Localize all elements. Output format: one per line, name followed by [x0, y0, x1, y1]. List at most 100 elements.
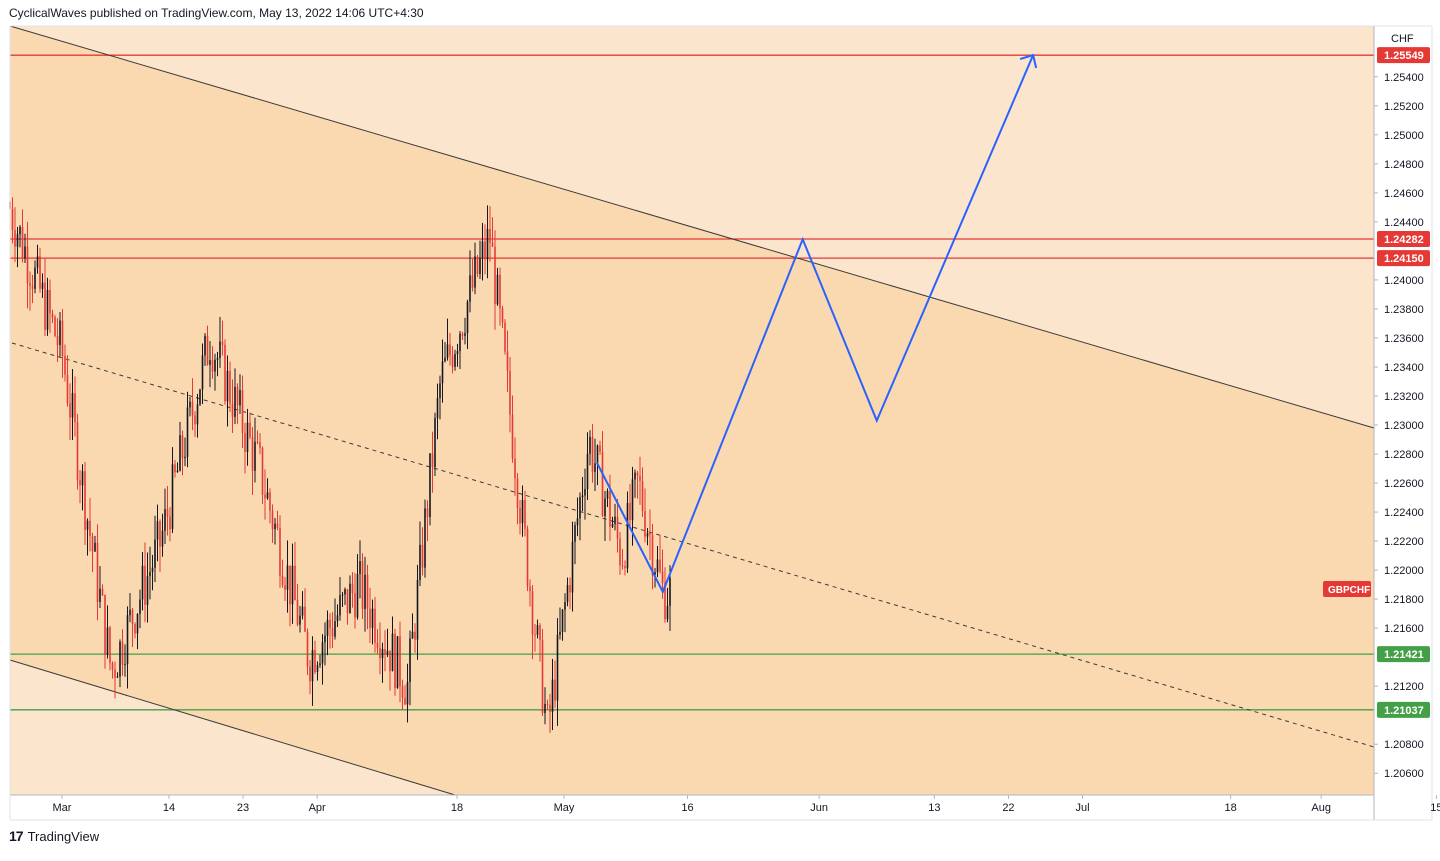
candle-body — [421, 544, 424, 568]
candle-body — [241, 390, 244, 434]
candle-body — [74, 393, 76, 423]
candle-body — [14, 230, 16, 247]
price-tick-label: 1.21800 — [1384, 594, 1424, 606]
candle-body — [224, 344, 226, 402]
price-tick-label: 1.25200 — [1384, 101, 1424, 113]
candle-body — [306, 631, 309, 667]
candle-body — [344, 589, 346, 595]
candle-body — [394, 633, 396, 689]
candle-body — [99, 588, 101, 603]
candle-body — [661, 571, 664, 584]
candle-body — [401, 686, 404, 698]
candle-body — [39, 256, 41, 289]
candle-body — [389, 650, 391, 672]
time-tick-label: 18 — [1225, 802, 1237, 814]
candle-body — [629, 503, 631, 521]
candle-body — [541, 640, 544, 714]
candle-body — [16, 234, 19, 247]
candle-body — [579, 497, 581, 519]
candle-body — [499, 274, 501, 309]
price-tick-label: 1.22000 — [1384, 565, 1424, 577]
candle-body — [299, 615, 301, 625]
candle-body — [24, 246, 26, 259]
candle-body — [201, 355, 204, 390]
candle-body — [531, 591, 534, 635]
price-tick-label: 1.21200 — [1384, 681, 1424, 693]
candle-body — [391, 633, 394, 672]
candle-body — [179, 435, 181, 471]
candle-body — [219, 341, 221, 358]
candle-body — [116, 676, 119, 678]
symbol-tag-label: GBPCHF — [1328, 585, 1370, 596]
candle-body — [169, 516, 171, 530]
candle-body — [549, 704, 551, 712]
candle-body — [381, 649, 384, 659]
candle-body — [264, 494, 266, 499]
candle-body — [514, 458, 516, 479]
candle-body — [644, 511, 646, 537]
candle-body — [291, 565, 294, 605]
price-tick-label: 1.25400 — [1384, 72, 1424, 84]
price-tick-label: 1.24600 — [1384, 188, 1424, 200]
candle-body — [369, 608, 371, 628]
candle-body — [206, 335, 209, 365]
candle-body — [89, 520, 91, 537]
candle-body — [176, 470, 179, 473]
candle-body — [336, 615, 339, 622]
candle-body — [591, 436, 594, 472]
price-tick-label: 1.22800 — [1384, 449, 1424, 461]
candle-body — [494, 246, 496, 305]
level-price-label: 1.21037 — [1384, 705, 1424, 717]
candle-body — [566, 585, 569, 603]
candle-body — [416, 580, 419, 640]
candle-body — [66, 374, 69, 404]
candle-body — [279, 527, 281, 576]
candle-body — [429, 453, 431, 518]
candle-body — [304, 606, 306, 632]
projection-path — [596, 53, 1038, 595]
candle-body — [546, 703, 549, 705]
price-tick-label: 1.22200 — [1384, 536, 1424, 548]
candle-body — [446, 344, 449, 358]
candle-body — [599, 445, 601, 452]
candle-body — [151, 567, 154, 572]
candle-body — [399, 636, 401, 687]
currency-label: CHF — [1391, 33, 1414, 45]
candle-body — [581, 495, 584, 498]
candle-body — [361, 561, 364, 610]
candle-body — [466, 301, 469, 334]
level-price-tag — [1377, 646, 1430, 663]
candle-body — [386, 650, 389, 655]
candle-body — [559, 631, 561, 635]
candle-body — [19, 226, 21, 235]
candle-body — [174, 464, 176, 473]
level-lines — [10, 54, 1374, 711]
candle-body — [586, 453, 589, 490]
candle-body — [496, 274, 499, 305]
candle-body — [491, 242, 494, 247]
candle-body — [511, 414, 514, 459]
candle-body — [646, 533, 649, 537]
candle-body — [126, 615, 129, 665]
candle-body — [101, 588, 104, 596]
brand-label: TradingView — [27, 828, 100, 844]
candle-body — [371, 608, 374, 628]
candle-body — [419, 544, 421, 581]
candle-body — [459, 333, 461, 352]
candle-body — [409, 638, 411, 683]
candle-body — [194, 415, 196, 425]
price-tick-label: 1.24400 — [1384, 217, 1424, 229]
candle-body — [479, 257, 481, 274]
candle-body — [359, 561, 361, 575]
candle-body — [294, 565, 296, 600]
candle-body — [436, 398, 439, 419]
candle-body — [26, 246, 29, 283]
candle-body — [501, 308, 504, 323]
candle-body — [641, 480, 644, 512]
candle-body — [384, 649, 386, 655]
candle-body — [36, 256, 39, 268]
projection-line — [596, 54, 1035, 595]
candle-body — [564, 602, 566, 610]
